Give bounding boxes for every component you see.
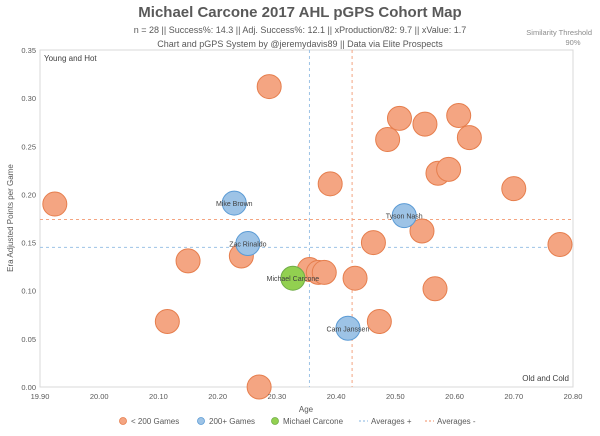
similarity-value: 90% [565,38,580,47]
legend-label: < 200 Games [131,417,179,426]
legend-marker-over200 [197,417,205,425]
point-label: Zac Rinaldo [229,242,266,249]
data-point-under200 [154,309,180,335]
legend-marker-player [271,417,279,425]
x-tick-label: 20.70 [504,392,523,401]
y-tick-label: 0.35 [21,46,36,55]
data-point-under200 [317,171,343,197]
x-tick-label: 20.40 [327,392,346,401]
data-point-under200 [175,248,201,274]
data-point-under200 [42,191,68,217]
y-tick-label: 0.25 [21,142,36,151]
y-tick-label: 0.10 [21,287,36,296]
x-axis-label: Age [299,405,314,414]
legend-label: 200+ Games [209,417,255,426]
chart-subtitle-stats: n = 28 || Success%: 14.3 || Adj. Success… [134,25,466,35]
x-axis-ticks: 19.90 20.00 20.10 20.20 20.30 20.40 20.50 20.60… [31,392,583,401]
plot-area [39,49,574,388]
data-point-under200 [375,127,401,153]
point-labels: Mike Brown Zac Rinaldo Cam Janssen Tyson Na… [216,201,423,333]
data-point-over200 [235,231,261,257]
legend-label: Averages + [371,417,412,426]
legend-label: Averages - [437,417,476,426]
data-point-over200 [335,315,361,341]
y-tick-label: 0.05 [21,335,36,344]
y-tick-label: 0.00 [21,383,36,392]
x-tick-label: 20.30 [267,392,286,401]
data-point-under200 [446,102,472,128]
legend-marker-under200 [119,417,127,425]
y-tick-label: 0.30 [21,94,36,103]
x-tick-label: 20.10 [149,392,168,401]
point-label: Cam Janssen [327,326,370,333]
data-points [42,74,573,400]
data-point-under200 [256,74,282,100]
point-label: Michael Carcone [267,276,320,283]
legend: < 200 Games 200+ Games Michael Carcone Aver… [119,417,476,426]
y-axis-ticks: 0.00 0.05 0.10 0.15 0.20 0.25 0.30 0.35 [21,46,36,392]
x-tick-label: 20.00 [90,392,109,401]
data-point-under200 [360,230,386,256]
average-lines [40,50,573,387]
legend-label: Michael Carcone [283,417,344,426]
data-point-under200 [436,156,462,182]
chart-title: Michael Carcone 2017 AHL pGPS Cohort Map [138,4,461,21]
data-point-player [280,265,306,291]
data-point-under200 [311,259,337,285]
x-tick-label: 20.80 [564,392,583,401]
data-point-under200 [409,218,435,244]
data-point-over200 [391,203,417,229]
x-tick-label: 20.60 [445,392,464,401]
y-axis-label: Era Adjusted Points per Game [6,164,15,272]
y-tick-label: 0.20 [21,190,36,199]
data-point-under200 [501,176,527,202]
corner-label-old-cold: Old and Cold [522,374,569,383]
data-point-under200 [422,276,448,302]
similarity-label: Similarity Threshold [526,28,592,37]
x-tick-label: 20.20 [208,392,227,401]
corner-label-young-hot: Young and Hot [44,54,97,63]
data-point-under200 [547,231,573,257]
data-point-under200 [246,374,272,400]
data-point-under200 [366,309,392,335]
data-point-under200 [342,265,368,291]
data-point-over200 [221,190,247,216]
x-tick-label: 19.90 [31,392,50,401]
data-point-under200 [386,105,412,131]
chart-subtitle-credits: Chart and pGPS System by @jeremydavis89 … [157,39,443,49]
point-label: Tyson Nash [386,214,423,221]
data-point-under200 [456,125,482,151]
data-point-under200 [412,111,438,137]
x-tick-label: 20.50 [386,392,405,401]
point-label: Mike Brown [216,201,253,208]
y-tick-label: 0.15 [21,239,36,248]
